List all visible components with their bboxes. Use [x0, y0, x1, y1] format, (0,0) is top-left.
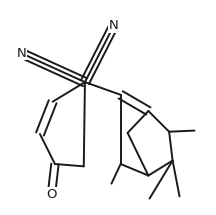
- Text: N: N: [17, 47, 26, 60]
- Text: O: O: [46, 187, 57, 201]
- Text: N: N: [109, 19, 119, 32]
